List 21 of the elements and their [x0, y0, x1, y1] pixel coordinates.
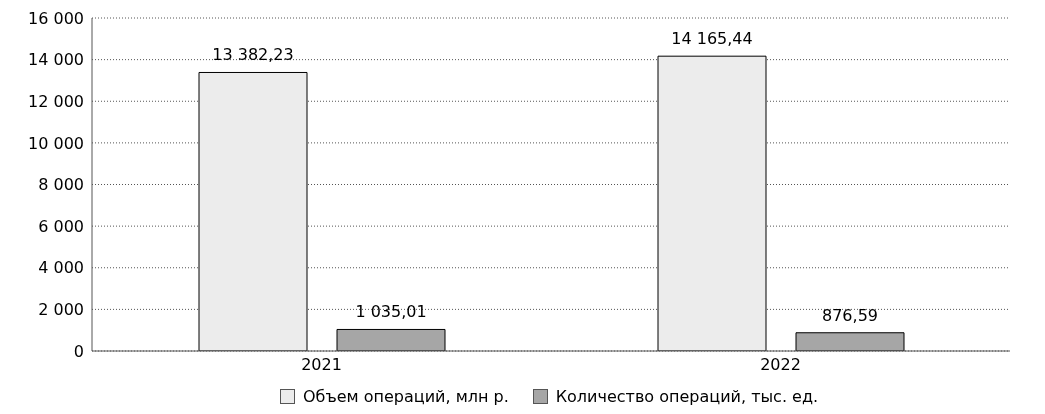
y-tick-label: 0: [73, 341, 84, 361]
bar: [657, 55, 767, 351]
data-label: 876,59: [822, 305, 878, 325]
data-label: 14 165,44: [671, 29, 753, 49]
y-tick-label: 2 000: [38, 300, 84, 320]
y-tick-label: 12 000: [28, 91, 84, 111]
legend-label: Количество операций, тыс. ед.: [555, 387, 819, 406]
y-tick-label: 10 000: [28, 133, 84, 153]
y-tick-label: 8 000: [38, 175, 84, 195]
x-tick-label: 2021: [301, 355, 342, 375]
y-tick-label: 16 000: [28, 8, 84, 28]
x-tick-label: 2022: [760, 355, 801, 375]
y-tick-label: 4 000: [38, 258, 84, 278]
bar: [795, 332, 905, 351]
legend-label: Объем операций, млн р.: [302, 387, 509, 406]
bar: [198, 71, 308, 351]
data-label: 1 035,01: [355, 302, 427, 322]
y-tick-label: 6 000: [38, 216, 84, 236]
bar: [336, 328, 446, 351]
data-label: 13 382,23: [212, 45, 294, 65]
y-tick-label: 14 000: [28, 50, 84, 70]
